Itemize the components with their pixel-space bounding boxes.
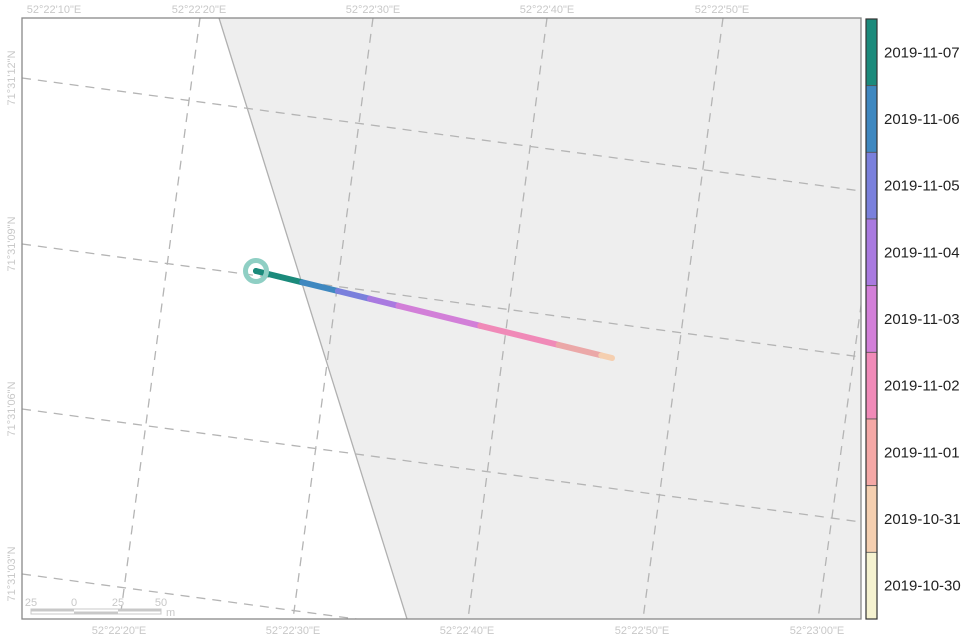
start-marker-ring[interactable] <box>243 258 269 284</box>
scale-bar-segment <box>31 609 74 612</box>
scale-unit: m <box>166 607 175 619</box>
graticule <box>22 18 861 619</box>
scale-tick-label: 25 <box>25 597 37 609</box>
latitude-label: 71°31'09"N <box>6 216 18 271</box>
latitude-label: 71°31'06"N <box>6 381 18 436</box>
legend-label: 2019-11-05 <box>884 178 960 195</box>
track-segment <box>253 268 306 286</box>
longitude-label-top: 52°22'20"E <box>172 4 226 16</box>
meridian-line <box>292 18 374 619</box>
legend-swatch <box>865 351 878 420</box>
longitude-label-top: 52°22'40"E <box>520 4 574 16</box>
date-legend: 2019-11-07 2019-11-06 2019-11-05 2019-11-04… <box>865 18 961 620</box>
legend-swatch <box>865 85 878 153</box>
longitude-label-bottom: 52°23'00"E <box>790 625 844 637</box>
legend-label: 2019-10-30 <box>884 578 961 595</box>
legend-swatch <box>865 551 878 620</box>
longitude-label-bottom: 52°22'40"E <box>440 625 494 637</box>
latitude-label: 71°31'12"N <box>6 50 18 105</box>
meridian-line <box>467 18 548 619</box>
latitude-label: 71°31'03"N <box>6 546 18 601</box>
track-segment <box>299 279 341 295</box>
longitude-label-top: 52°22'30"E <box>346 4 400 16</box>
scale-bar: 25 0 25 50 m <box>25 597 175 619</box>
track-segment <box>598 352 615 361</box>
longitude-label-bottom: 52°22'50"E <box>615 625 669 637</box>
legend-swatch <box>865 285 878 353</box>
scale-tick-label: 50 <box>155 597 167 609</box>
legend-swatch <box>865 418 878 487</box>
scale-tick-label: 25 <box>112 597 124 609</box>
legend-swatch <box>865 485 878 553</box>
track <box>253 268 615 361</box>
scale-bar-segment <box>118 609 161 612</box>
legend-label: 2019-11-02 <box>884 378 960 395</box>
meridian-line <box>119 18 201 619</box>
longitude-label-bottom: 52°22'20"E <box>92 625 146 637</box>
longitude-label-top: 52°22'50"E <box>695 4 749 16</box>
legend-label: 2019-11-06 <box>884 111 960 128</box>
legend-label: 2019-11-07 <box>884 44 960 61</box>
legend-label: 2019-10-31 <box>884 511 961 528</box>
longitude-label-top: 52°22'10"E <box>27 4 81 16</box>
track-segment <box>477 322 562 348</box>
shaded-area <box>219 18 861 619</box>
map-frame <box>21 17 862 620</box>
legend-swatch <box>865 151 878 220</box>
legend-label: 2019-11-01 <box>884 444 960 461</box>
start-marker-dot <box>253 268 259 274</box>
track-segment <box>395 302 484 329</box>
legend-frame <box>865 18 878 620</box>
legend-label: 2019-11-03 <box>884 311 960 328</box>
parallel-line <box>22 408 861 523</box>
legend-label: 2019-11-04 <box>884 244 960 261</box>
track-segment <box>555 341 605 359</box>
meridian-line <box>642 18 724 619</box>
parallel-line <box>22 243 861 358</box>
parallel-line <box>22 77 861 192</box>
shaded-area-edge <box>218 18 408 619</box>
legend-swatch <box>865 218 878 287</box>
track-segment <box>366 295 402 309</box>
scale-bar-segment <box>74 611 118 614</box>
longitude-label-bottom: 52°22'30"E <box>266 625 320 637</box>
scale-tick-label: 0 <box>71 597 77 609</box>
track-segment <box>334 288 373 302</box>
legend-swatch <box>865 18 878 87</box>
